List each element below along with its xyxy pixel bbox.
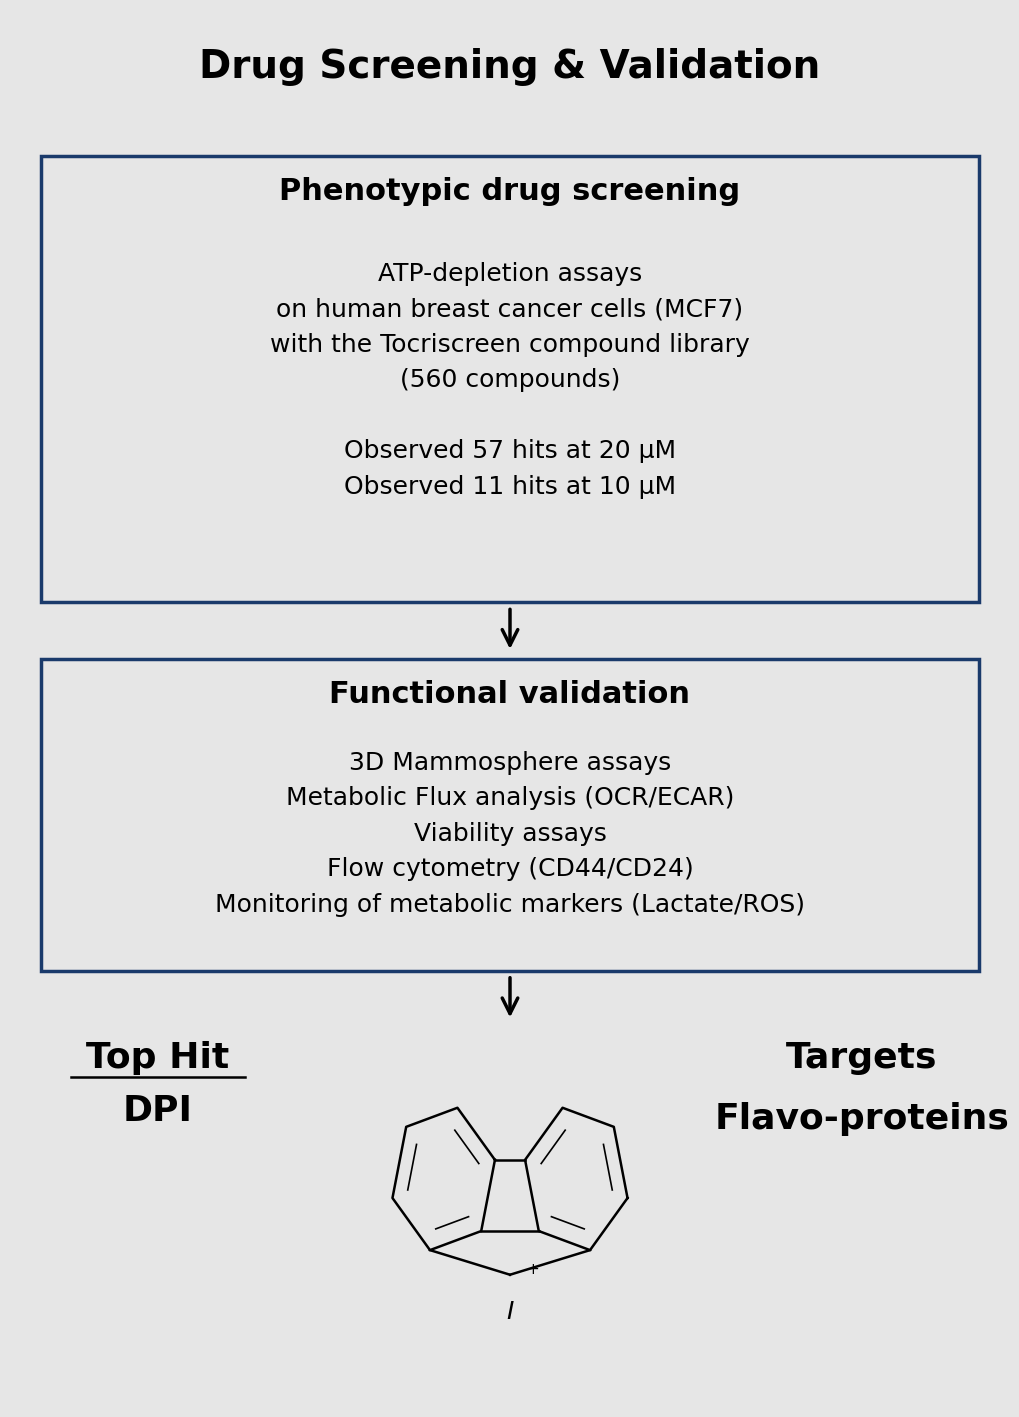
Text: Flavo-proteins: Flavo-proteins <box>713 1102 1009 1136</box>
Text: I: I <box>505 1301 514 1325</box>
Bar <box>41 659 978 971</box>
Text: +: + <box>526 1261 539 1277</box>
Text: ATP-depletion assays
on human breast cancer cells (MCF7)
with the Tocriscreen co: ATP-depletion assays on human breast can… <box>270 262 749 499</box>
Text: Functional validation: Functional validation <box>329 680 690 708</box>
Bar <box>41 156 978 602</box>
Text: 3D Mammosphere assays
Metabolic Flux analysis (OCR/ECAR)
Viability assays
Flow c: 3D Mammosphere assays Metabolic Flux ana… <box>215 751 804 917</box>
Text: Targets: Targets <box>786 1041 936 1076</box>
Text: Drug Screening & Validation: Drug Screening & Validation <box>199 48 820 86</box>
Text: Top Hit: Top Hit <box>87 1041 229 1076</box>
Text: Phenotypic drug screening: Phenotypic drug screening <box>279 177 740 205</box>
Text: DPI: DPI <box>123 1094 193 1128</box>
